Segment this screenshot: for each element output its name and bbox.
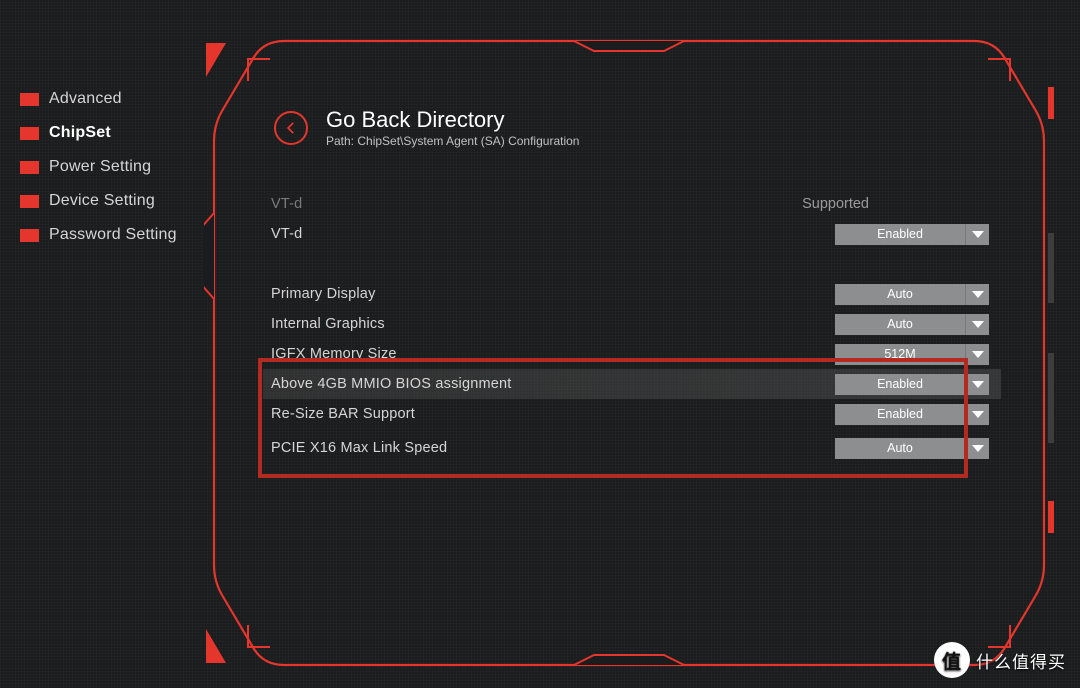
chevron-down-icon <box>965 284 989 305</box>
nav-marker-icon <box>20 195 39 208</box>
header-text: Go Back Directory Path: ChipSet\System A… <box>326 108 579 148</box>
sidebar-item-password-setting[interactable]: Password Setting <box>20 220 210 250</box>
setting-label: IGFX Memory Size <box>271 346 397 362</box>
back-button[interactable] <box>274 111 308 145</box>
chevron-down-icon <box>965 224 989 245</box>
chevron-down-icon <box>965 438 989 459</box>
breadcrumb-path: Path: ChipSet\System Agent (SA) Configur… <box>326 134 579 148</box>
sidebar-item-advanced[interactable]: Advanced <box>20 84 210 114</box>
dropdown-value: Auto <box>835 287 965 301</box>
accent-bar <box>1048 87 1054 119</box>
dropdown-igfx-memory[interactable]: 512M <box>835 344 989 365</box>
main-panel: Go Back Directory Path: ChipSet\System A… <box>204 33 1054 673</box>
sidebar: Advanced ChipSet Power Setting Device Se… <box>20 84 210 254</box>
chevron-left-icon <box>284 121 298 135</box>
watermark: 值 什么值得买 <box>934 642 1066 678</box>
dropdown-pcie-x16[interactable]: Auto <box>835 438 989 459</box>
setting-label: Internal Graphics <box>271 316 385 332</box>
dropdown-value: Enabled <box>835 227 965 241</box>
setting-label: Primary Display <box>271 286 376 302</box>
setting-label: VT-d <box>271 196 302 212</box>
nav-marker-icon <box>20 127 39 140</box>
sidebar-item-label: Advanced <box>49 90 122 108</box>
nav-marker-icon <box>20 229 39 242</box>
setting-label: Above 4GB MMIO BIOS assignment <box>271 376 512 392</box>
dropdown-value: Enabled <box>835 407 965 421</box>
nav-marker-icon <box>20 93 39 106</box>
dropdown-primary-display[interactable]: Auto <box>835 284 989 305</box>
sidebar-item-power-setting[interactable]: Power Setting <box>20 152 210 182</box>
setting-row-primary-display: Primary Display Auto <box>263 279 1001 309</box>
setting-row-igfx-memory: IGFX Memory Size 512M <box>263 339 1001 369</box>
setting-row-vtd: VT-d Enabled <box>263 219 1001 249</box>
sidebar-item-device-setting[interactable]: Device Setting <box>20 186 210 216</box>
dropdown-value: Auto <box>835 317 965 331</box>
setting-label: Re-Size BAR Support <box>271 406 415 422</box>
dropdown-internal-graphics[interactable]: Auto <box>835 314 989 335</box>
page-header: Go Back Directory Path: ChipSet\System A… <box>274 108 579 148</box>
accent-bar <box>1048 233 1054 303</box>
sidebar-item-label: Power Setting <box>49 158 151 176</box>
accent-bar <box>1048 353 1054 443</box>
chevron-down-icon <box>965 404 989 425</box>
dropdown-above-4gb-mmio[interactable]: Enabled <box>835 374 989 395</box>
watermark-badge-icon: 值 <box>934 642 970 678</box>
dropdown-value: Enabled <box>835 377 965 391</box>
dropdown-value: 512M <box>835 347 965 361</box>
watermark-text: 什么值得买 <box>976 648 1066 673</box>
chevron-down-icon <box>965 314 989 335</box>
setting-row-pcie-x16: PCIE X16 Max Link Speed Auto <box>263 433 1001 463</box>
setting-label: VT-d <box>271 226 302 242</box>
page-title: Go Back Directory <box>326 108 579 132</box>
setting-row-above-4gb-mmio[interactable]: Above 4GB MMIO BIOS assignment Enabled <box>263 369 1001 399</box>
setting-row-resize-bar: Re-Size BAR Support Enabled <box>263 399 1001 429</box>
sidebar-item-label: ChipSet <box>49 124 111 142</box>
spacer <box>263 249 1001 279</box>
chevron-down-icon <box>965 374 989 395</box>
setting-row-internal-graphics: Internal Graphics Auto <box>263 309 1001 339</box>
dropdown-vtd[interactable]: Enabled <box>835 224 989 245</box>
settings-list: VT-d Supported VT-d Enabled Primary Disp… <box>263 189 1001 463</box>
dropdown-resize-bar[interactable]: Enabled <box>835 404 989 425</box>
setting-value-text: Supported <box>802 196 989 212</box>
dropdown-value: Auto <box>835 441 965 455</box>
setting-label: PCIE X16 Max Link Speed <box>271 440 447 456</box>
setting-row-vtd-status: VT-d Supported <box>263 189 1001 219</box>
chevron-down-icon <box>965 344 989 365</box>
sidebar-item-label: Password Setting <box>49 226 177 244</box>
sidebar-item-chipset[interactable]: ChipSet <box>20 118 210 148</box>
nav-marker-icon <box>20 161 39 174</box>
sidebar-item-label: Device Setting <box>49 192 155 210</box>
accent-bar <box>1048 501 1054 533</box>
